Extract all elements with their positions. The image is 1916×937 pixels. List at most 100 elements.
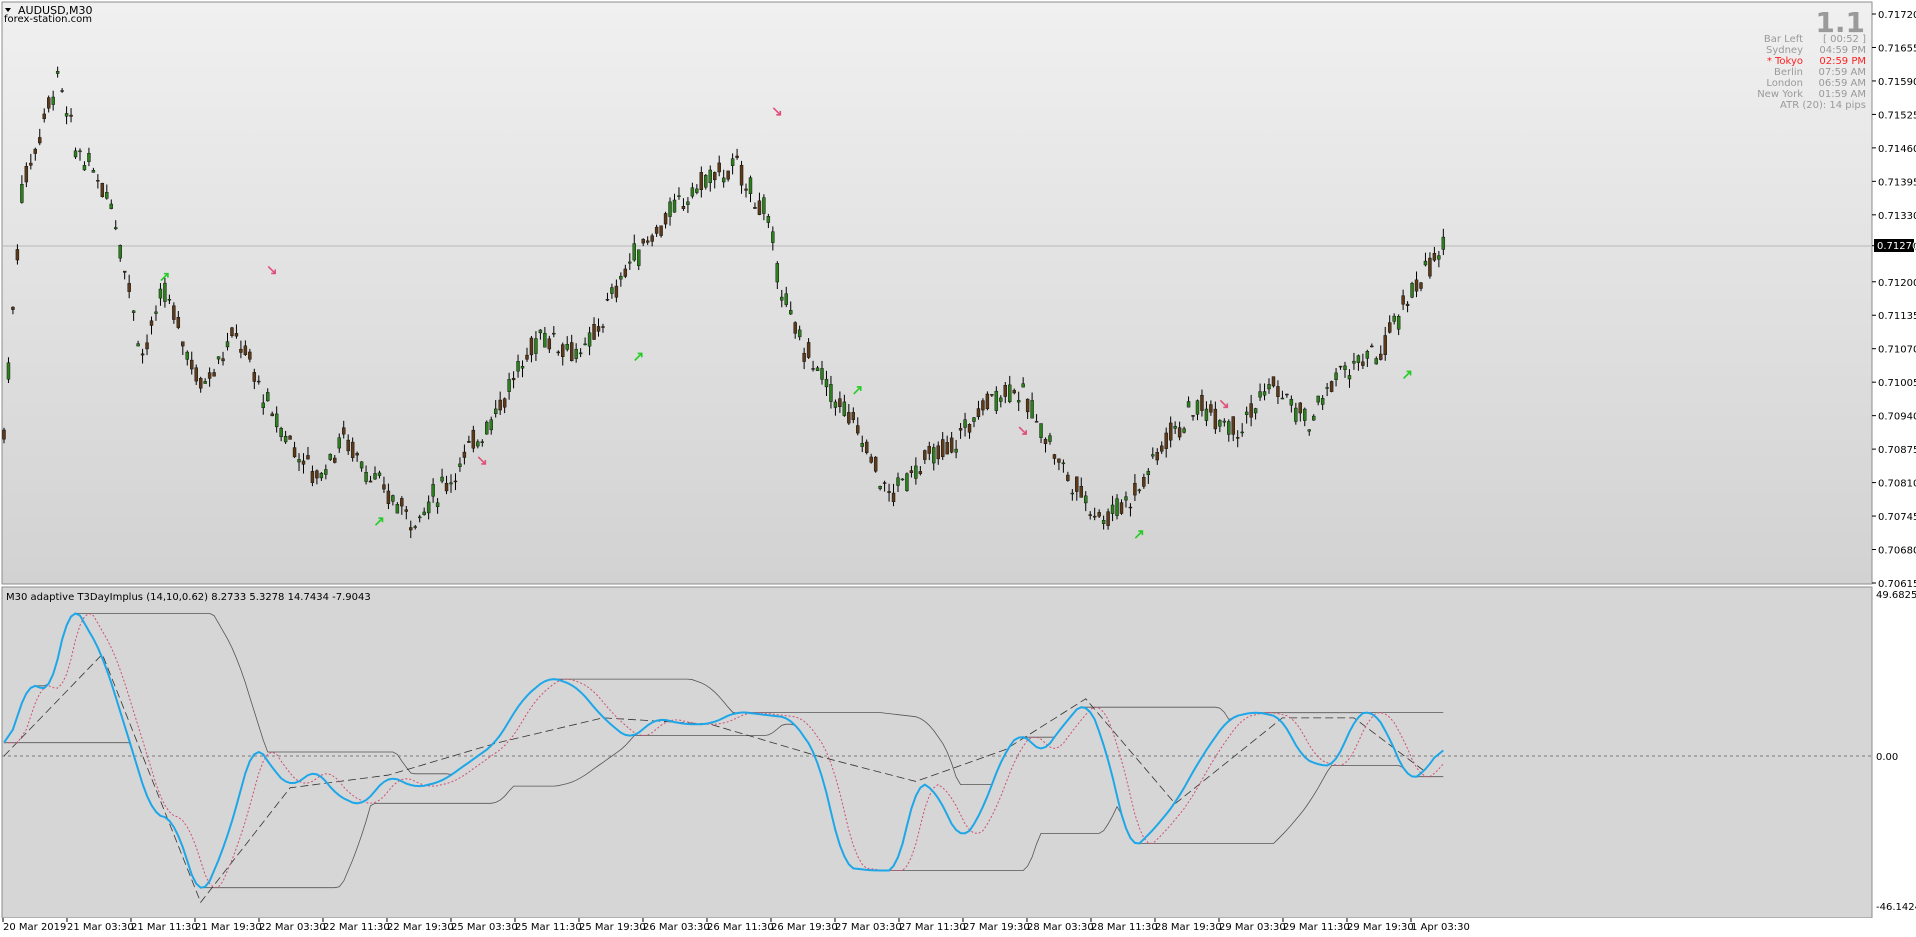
candle xyxy=(261,394,265,415)
candle xyxy=(266,388,270,402)
candle xyxy=(149,316,154,335)
candle xyxy=(909,465,914,478)
symbol-title: AUDUSD,M30 xyxy=(18,4,93,17)
candle xyxy=(1356,354,1361,371)
candle xyxy=(1329,380,1334,393)
candle xyxy=(1401,289,1405,311)
candle xyxy=(24,162,29,188)
candle xyxy=(842,394,847,417)
candle xyxy=(1423,252,1428,267)
time-axis-label: 22 Mar 03:30 xyxy=(259,922,326,933)
hud-value: 07:59 AM xyxy=(1819,67,1866,78)
candle xyxy=(900,478,905,481)
time-axis-label: 21 Mar 03:30 xyxy=(67,922,134,933)
candle xyxy=(614,279,619,303)
time-axis-label: 26 Mar 19:30 xyxy=(771,922,838,933)
dropdown-triangle-icon[interactable] xyxy=(5,8,11,12)
time-axis-label: 25 Mar 11:30 xyxy=(515,922,582,933)
candle xyxy=(350,437,355,462)
candle xyxy=(547,335,552,354)
candle xyxy=(583,337,587,346)
candle xyxy=(1186,396,1191,408)
candle xyxy=(1084,491,1088,512)
candle xyxy=(248,348,252,363)
candle xyxy=(301,453,306,474)
candle xyxy=(426,495,431,520)
candle xyxy=(1182,426,1186,434)
candle xyxy=(954,439,958,459)
candle xyxy=(802,347,806,370)
candle xyxy=(1267,378,1271,394)
candle xyxy=(239,340,243,359)
indicator-title: M30 adaptive T3DayImplus (14,10,0.62) 8.… xyxy=(6,592,371,603)
candle xyxy=(270,411,274,417)
time-axis-label: 28 Mar 11:30 xyxy=(1091,922,1158,933)
candle xyxy=(324,464,328,480)
candle xyxy=(677,187,681,200)
price-axis-label: 0.70810 xyxy=(1878,479,1916,490)
hud-label: * Tokyo xyxy=(1767,56,1803,67)
candle xyxy=(511,371,516,389)
candle xyxy=(516,354,520,378)
candle xyxy=(847,403,851,425)
candle xyxy=(601,323,605,333)
candle xyxy=(1101,515,1106,530)
candle xyxy=(592,317,596,340)
candle xyxy=(471,425,476,453)
candle xyxy=(820,360,824,385)
candle xyxy=(735,148,739,160)
candle xyxy=(1334,368,1338,387)
candle xyxy=(69,108,73,123)
candle xyxy=(373,466,377,480)
indicator-pane[interactable] xyxy=(1,586,1873,919)
candle xyxy=(1414,271,1419,298)
candle xyxy=(1294,402,1298,425)
candle xyxy=(364,465,368,485)
candle xyxy=(596,318,601,337)
candle xyxy=(815,365,820,372)
spread-big: 1.1 xyxy=(1815,6,1865,39)
candle xyxy=(628,253,632,270)
candle xyxy=(449,474,453,493)
candle xyxy=(1043,437,1048,453)
candle xyxy=(1168,416,1173,448)
candle xyxy=(212,368,216,377)
arrow-up-icon xyxy=(853,386,862,395)
candle xyxy=(96,174,100,189)
candle xyxy=(1379,345,1383,361)
candle xyxy=(243,340,248,356)
arrow-up-icon xyxy=(1134,530,1144,539)
price-axis-label: 0.71005 xyxy=(1878,378,1916,389)
candle xyxy=(42,108,46,123)
candle xyxy=(771,226,775,251)
candle xyxy=(82,161,87,171)
candle xyxy=(994,386,999,414)
candle xyxy=(1285,393,1289,398)
candle xyxy=(985,391,990,411)
candle xyxy=(972,417,976,428)
price-axis-label: 0.71330 xyxy=(1878,211,1916,222)
candle xyxy=(1316,395,1320,406)
candle xyxy=(914,457,918,485)
candle xyxy=(1276,380,1280,405)
candle xyxy=(485,420,489,435)
candle xyxy=(856,417,860,436)
candle xyxy=(2,427,6,444)
symbol-header[interactable]: AUDUSD,M30 xyxy=(5,4,93,17)
candle xyxy=(1155,448,1159,465)
candle xyxy=(927,441,931,461)
candle xyxy=(476,439,480,449)
candle xyxy=(1432,246,1437,262)
candle xyxy=(194,364,198,386)
main-pane[interactable] xyxy=(1,1,1873,585)
candle xyxy=(1209,400,1213,416)
candle xyxy=(315,469,319,485)
candle xyxy=(923,449,927,464)
candle xyxy=(1075,476,1079,501)
candle xyxy=(288,435,292,440)
candle xyxy=(641,238,645,247)
candle xyxy=(1025,398,1030,420)
candle xyxy=(418,514,422,523)
